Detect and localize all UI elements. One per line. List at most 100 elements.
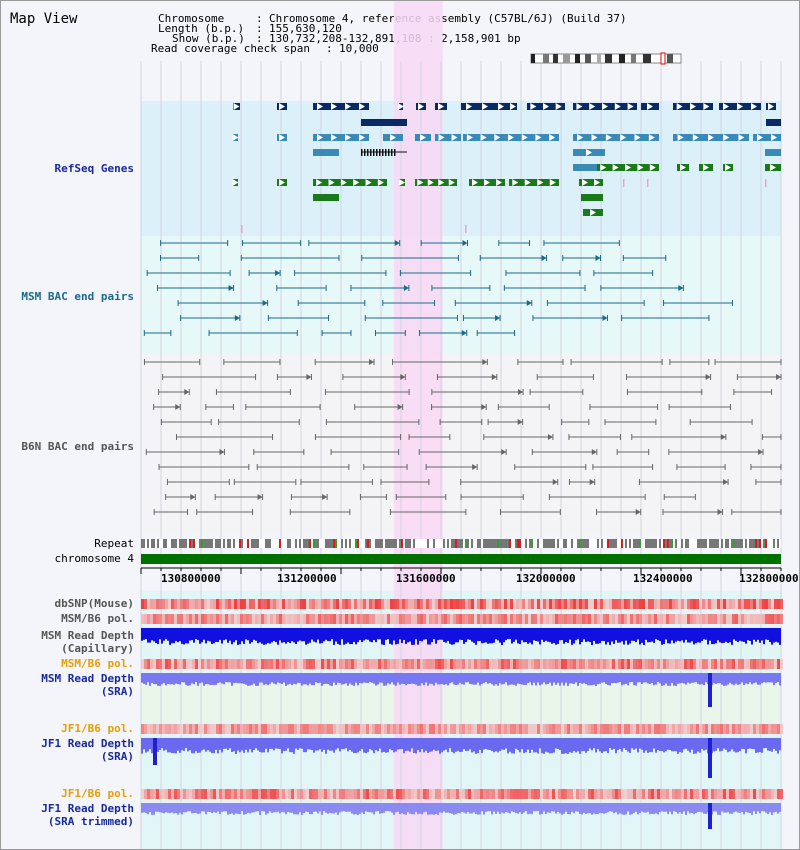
msm-capillary-depth-bar	[521, 628, 523, 641]
jf1-b6-pol-2-heat-cell	[192, 789, 195, 799]
jf1-b6-pol-2-heat-cell	[345, 789, 348, 799]
msm-bac-pair-arrow	[495, 315, 501, 321]
track-label-msm-bac[interactable]: MSM BAC end pairs	[21, 290, 134, 303]
msm-b6-pol-heat-cell	[633, 614, 636, 624]
repeat-segment	[577, 539, 579, 548]
msm-sra-depth-bar	[353, 673, 355, 686]
msm-b6-pol-heat-cell	[357, 614, 360, 624]
msm-capillary-depth-bar	[343, 628, 345, 645]
jf1-b6-pol-heat-cell	[375, 724, 378, 734]
msm-sra-depth-bar	[437, 673, 439, 685]
dbsnp-heat-cell	[690, 599, 693, 609]
jf1-b6-pol-heat-cell	[300, 724, 303, 734]
jf1-sra-depth-bar	[639, 738, 641, 749]
msm-sra-depth-bar	[343, 673, 345, 685]
jf1-b6-pol-2-heat-cell	[255, 789, 258, 799]
repeat-segment	[653, 539, 655, 548]
jf1-sra-depth-bar	[293, 738, 295, 754]
dbsnp-heat-cell	[534, 599, 537, 609]
jf1-trimmed-depth-bar	[383, 803, 385, 813]
msm-sra-depth-bar	[693, 673, 695, 683]
jf1-sra-depth-bar	[199, 738, 201, 753]
msm-b6-pol-heat-cell	[441, 614, 444, 624]
ideogram-band	[531, 54, 535, 63]
jf1-b6-pol-2-heat-cell	[216, 789, 219, 799]
jf1-trimmed-depth-bar	[401, 803, 403, 814]
msm-capillary-depth-bar	[163, 628, 165, 641]
msm-sra-depth-bar	[577, 673, 579, 686]
dbsnp-heat-cell	[570, 599, 573, 609]
jf1-b6-pol-heat-cell	[369, 724, 372, 734]
dbsnp-heat-cell	[345, 599, 348, 609]
jf1-trimmed-depth-bar	[365, 803, 367, 812]
jf1-trimmed-depth-bar	[317, 803, 319, 814]
msm-b6-pol-heat-cell	[777, 614, 780, 624]
track-label-b6n-bac[interactable]: B6N BAC end pairs	[21, 440, 134, 453]
jf1-sra-depth-bar	[255, 738, 257, 749]
msm-b6-pol-2-heat-cell	[324, 659, 327, 669]
msm-sra-depth-bar	[245, 673, 247, 685]
msm-sra-depth-bar	[723, 673, 725, 686]
jf1-b6-pol-heat-cell	[174, 724, 177, 734]
jf1-sra-depth-bar	[585, 738, 587, 753]
jf1-sra-depth-bar	[177, 738, 179, 751]
repeat-segment	[479, 539, 481, 548]
jf1-trimmed-depth-bar	[377, 803, 379, 812]
jf1-trimmed-depth-bar	[547, 803, 549, 813]
dbsnp-heat-cell	[399, 599, 402, 609]
msm-capillary-depth-bar	[517, 628, 519, 644]
msm-capillary-depth-bar	[629, 628, 631, 644]
msm-capillary-depth-bar	[705, 628, 707, 640]
jf1-sra-depth-bar	[607, 738, 609, 754]
msm-b6-pol-heat-cell	[435, 614, 438, 624]
msm-capillary-depth-bar	[487, 628, 489, 644]
info-chromosome-value: Chromosome 4, reference assembly (C57BL/…	[269, 12, 627, 25]
repeat-segment	[393, 539, 395, 548]
jf1-sra-depth-bar	[399, 738, 401, 750]
jf1-sra-depth-bar	[751, 738, 753, 750]
jf1-sra-depth-bar	[677, 738, 679, 754]
dbsnp-heat-cell	[198, 599, 201, 609]
msm-capillary-depth-bar	[769, 628, 771, 642]
repeat-segment	[445, 539, 447, 548]
msm-capillary-depth-bar	[149, 628, 151, 643]
dbsnp-heat-cell	[225, 599, 228, 609]
jf1-trimmed-depth-bar	[511, 803, 513, 812]
msm-sra-depth-bar	[377, 673, 379, 685]
jf1-trimmed-depth-bar	[681, 803, 683, 814]
jf1-trimmed-depth-bar	[229, 803, 231, 815]
jf1-sra-depth-bar	[747, 738, 749, 749]
jf1-sra-depth-bar	[263, 738, 265, 753]
msm-capillary-depth-bar	[273, 628, 275, 642]
jf1-sra-depth-bar	[555, 738, 557, 749]
jf1-b6-pol-2-heat-cell	[654, 789, 657, 799]
jf1-b6-pol-2-heat-cell	[141, 789, 144, 799]
jf1-trimmed-depth-bar	[289, 803, 291, 813]
jf1-sra-depth-bar	[593, 738, 595, 749]
msm-capillary-depth-bar	[141, 628, 143, 641]
track-label-refseq[interactable]: RefSeq Genes	[54, 162, 134, 175]
msm-capillary-depth-bar	[617, 628, 619, 643]
jf1-sra-depth-bar	[471, 738, 473, 753]
jf1-sra-depth-bar	[453, 738, 455, 754]
jf1-sra-depth-bar	[703, 738, 705, 751]
jf1-trimmed-depth-bar	[267, 803, 269, 814]
jf1-b6-pol-heat-cell	[519, 724, 522, 734]
gene-strand-arrow	[494, 134, 501, 141]
msm-capillary-depth-bar	[371, 628, 373, 643]
jf1-sra-depth-bar	[657, 738, 659, 750]
jf1-b6-pol-heat-cell	[504, 724, 507, 734]
jf1-b6-pol-2-heat-cell	[492, 789, 495, 799]
msm-sra-depth-bar	[327, 673, 329, 685]
msm-b6-pol-2-heat-cell	[747, 659, 750, 669]
jf1-b6-pol-2-heat-cell	[567, 789, 570, 799]
msm-capillary-depth-bar	[403, 628, 405, 640]
b6n-bac-pair-arrow	[717, 509, 723, 515]
msm-sra-depth-spike	[708, 673, 712, 707]
dbsnp-heat-cell	[537, 599, 540, 609]
msm-b6-pol-heat-cell	[318, 614, 321, 624]
jf1-b6-pol-2-heat-cell	[624, 789, 627, 799]
repeat-segment	[561, 539, 563, 548]
jf1-trimmed-depth-bar	[329, 803, 331, 813]
